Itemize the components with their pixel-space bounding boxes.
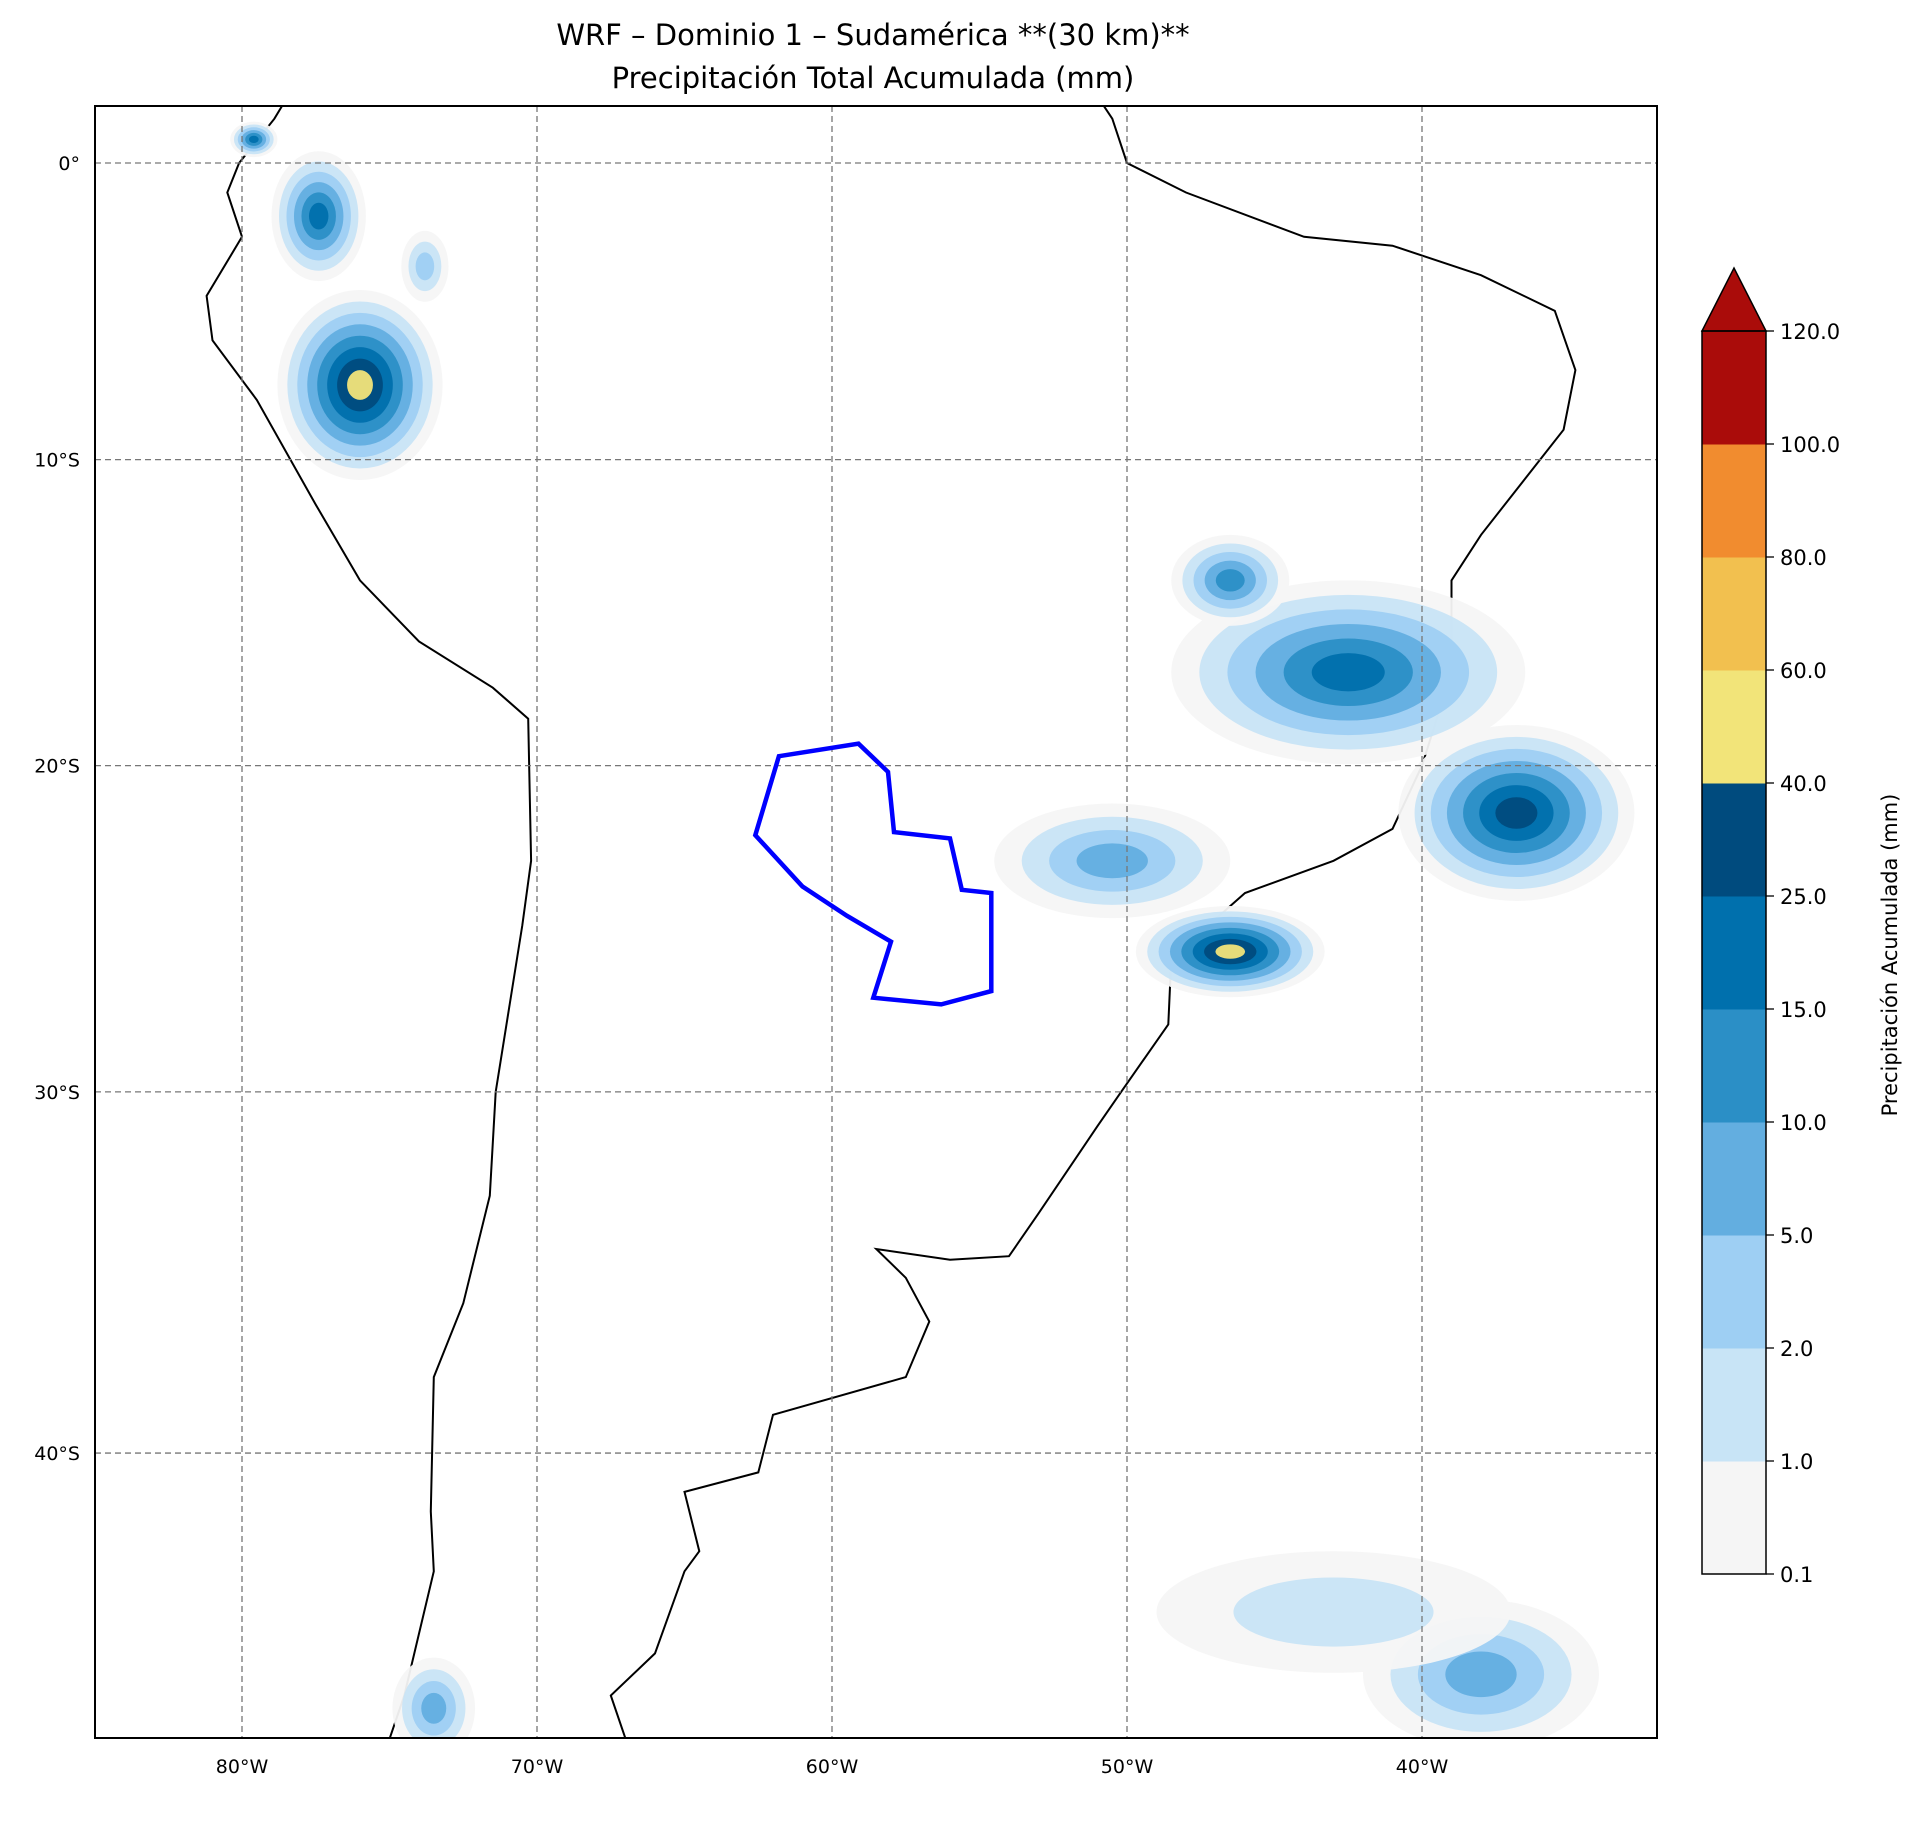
colorbar-segment xyxy=(1702,444,1766,558)
colorbar-tick-label: 80.0 xyxy=(1780,546,1827,570)
lat-tick-label: 40°S xyxy=(34,1443,80,1465)
colorbar-tick-label: 40.0 xyxy=(1780,772,1827,796)
precip-contour xyxy=(1495,797,1538,829)
lon-tick-label: 50°W xyxy=(1101,1756,1154,1778)
lat-tick-label: 10°S xyxy=(34,450,80,472)
lat-tick-label: 20°S xyxy=(34,756,80,778)
precip-contour xyxy=(1233,1577,1434,1647)
precip-contour xyxy=(415,252,435,281)
colorbar-tick-label: 10.0 xyxy=(1780,1111,1827,1135)
axis-ticks: 80°W 70°W 60°W 50°W 40°W 0° 10°S 20°S 30°S 40°S xyxy=(34,153,1448,1778)
colorbar-segment xyxy=(1702,1122,1766,1236)
colorbar-tick-label: 0.1 xyxy=(1780,1563,1813,1587)
lat-tick-label: 0° xyxy=(58,153,80,175)
precip-contour xyxy=(1215,569,1245,592)
colorbar-tick-label: 120.0 xyxy=(1780,320,1840,344)
colorbar-label: Precipitación Acumulada (mm) xyxy=(1878,794,1902,1117)
lon-tick-label: 80°W xyxy=(216,1756,269,1778)
lat-tick-label: 30°S xyxy=(34,1082,80,1104)
colorbar-segment xyxy=(1702,1009,1766,1123)
precip-contour xyxy=(1445,1651,1517,1698)
colorbar-segment xyxy=(1702,896,1766,1010)
colorbar-segment xyxy=(1702,1461,1766,1575)
map-axes xyxy=(95,106,1657,1738)
precip-contour xyxy=(248,135,259,144)
colorbar-tick-label: 5.0 xyxy=(1780,1224,1813,1248)
paraguay-border xyxy=(752,741,994,1007)
precip-contour xyxy=(1311,653,1385,692)
gridlines xyxy=(95,106,1657,1738)
colorbar-segment xyxy=(1702,1348,1766,1462)
colorbar-frame xyxy=(1701,330,1767,1575)
colorbar-tick-label: 1.0 xyxy=(1780,1450,1813,1474)
precip-contour xyxy=(421,1692,447,1724)
title-line-2: Precipitación Total Acumulada (mm) xyxy=(612,61,1135,95)
colorbar-extend-arrow xyxy=(1700,266,1768,332)
coastline xyxy=(205,106,1577,1738)
lon-tick-label: 40°W xyxy=(1396,1756,1449,1778)
axes-frame xyxy=(94,105,1658,1739)
precip-contour xyxy=(1076,843,1148,879)
colorbar-segment xyxy=(1702,557,1766,671)
title-line-1: WRF – Dominio 1 – Sudamérica **(30 km)** xyxy=(556,18,1189,52)
precipitation-field xyxy=(230,121,1635,1738)
colorbar-segment xyxy=(1702,331,1766,445)
colorbar-segment xyxy=(1702,783,1766,897)
colorbar-tick-label: 60.0 xyxy=(1780,659,1827,683)
precip-contour xyxy=(1215,944,1246,959)
precip-contour xyxy=(347,370,373,400)
precip-contour xyxy=(308,202,329,230)
colorbar-tick-label: 2.0 xyxy=(1780,1337,1813,1361)
colorbar-tick-label: 25.0 xyxy=(1780,885,1827,909)
colorbar-segment xyxy=(1702,670,1766,784)
colorbar-segment xyxy=(1702,1235,1766,1349)
colorbar-tick-label: 100.0 xyxy=(1780,433,1840,457)
colorbar: 0.1 1.0 2.0 5.0 10.0 15.0 25.0 40.0 60.0 80.0 100.… xyxy=(1700,266,1840,1587)
lon-tick-label: 60°W xyxy=(806,1756,859,1778)
colorbar-tick-label: 15.0 xyxy=(1780,998,1827,1022)
lon-tick-label: 70°W xyxy=(511,1756,564,1778)
